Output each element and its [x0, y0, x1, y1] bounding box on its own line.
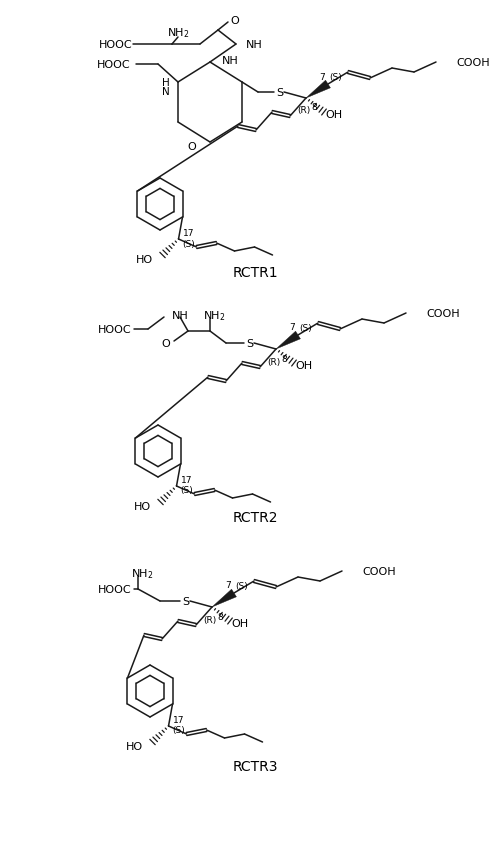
Text: COOH: COOH [426, 309, 460, 319]
Text: S: S [246, 338, 254, 349]
Polygon shape [276, 332, 300, 349]
Text: 17: 17 [181, 476, 192, 485]
Text: O: O [162, 338, 170, 349]
Text: NH$_2$: NH$_2$ [166, 26, 190, 40]
Text: 7: 7 [319, 73, 325, 81]
Text: (S): (S) [182, 239, 195, 248]
Text: COOH: COOH [362, 566, 396, 576]
Text: RCTR1: RCTR1 [232, 266, 278, 279]
Text: (S): (S) [172, 726, 185, 734]
Text: 8: 8 [311, 103, 317, 112]
Text: 8: 8 [281, 354, 287, 363]
Text: N: N [162, 87, 170, 97]
Text: NH: NH [246, 40, 263, 50]
Text: 17: 17 [173, 716, 184, 725]
Text: OH: OH [232, 619, 248, 628]
Text: O: O [230, 16, 239, 26]
Polygon shape [212, 589, 236, 608]
Text: S: S [276, 88, 283, 98]
Text: (R): (R) [298, 106, 310, 116]
Text: HOOC: HOOC [96, 60, 130, 70]
Text: NH$_2$: NH$_2$ [202, 309, 226, 322]
Text: HOOC: HOOC [98, 40, 132, 50]
Text: RCTR3: RCTR3 [232, 759, 278, 773]
Text: NH: NH [222, 56, 239, 66]
Text: 17: 17 [183, 230, 194, 238]
Text: COOH: COOH [456, 58, 490, 68]
Text: HO: HO [126, 741, 142, 751]
Text: HOOC: HOOC [98, 325, 132, 334]
Text: 7: 7 [225, 581, 231, 590]
Text: NH$_2$: NH$_2$ [130, 566, 154, 580]
Text: OH: OH [296, 360, 312, 371]
Text: S: S [182, 597, 190, 606]
Text: 7: 7 [289, 323, 295, 332]
Text: (R): (R) [204, 614, 216, 624]
Text: NH: NH [172, 311, 189, 321]
Text: HO: HO [136, 255, 152, 265]
Text: (S): (S) [236, 581, 248, 590]
Text: O: O [188, 142, 196, 152]
Text: (S): (S) [330, 73, 342, 81]
Text: HO: HO [134, 501, 150, 511]
Text: H: H [162, 78, 170, 88]
Text: RCTR2: RCTR2 [232, 511, 278, 524]
Text: OH: OH [326, 110, 342, 120]
Polygon shape [306, 81, 330, 99]
Text: (S): (S) [300, 323, 312, 332]
Text: HOOC: HOOC [98, 584, 132, 594]
Text: (S): (S) [180, 486, 193, 495]
Text: 8: 8 [217, 612, 223, 621]
Text: (R): (R) [268, 357, 280, 366]
